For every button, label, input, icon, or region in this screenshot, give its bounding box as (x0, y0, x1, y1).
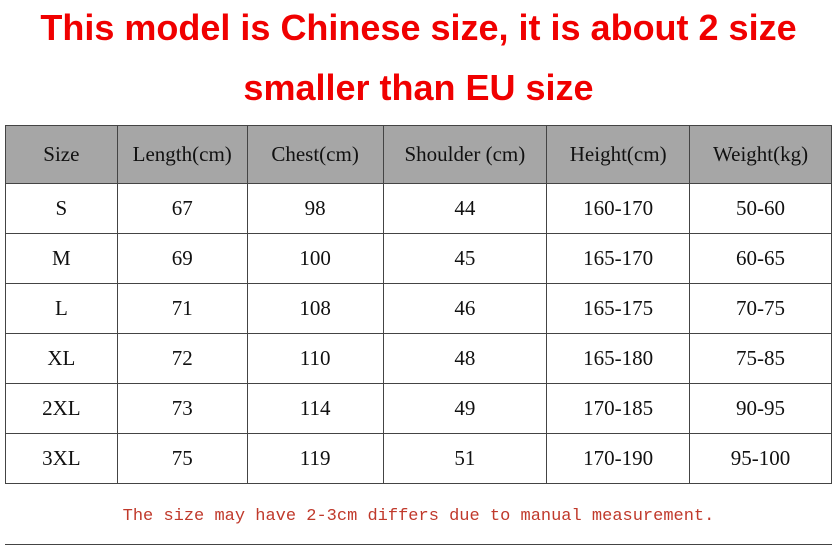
column-header: Height(cm) (546, 125, 691, 184)
table-cell: 165-180 (546, 333, 691, 384)
table-cell: 75 (116, 433, 248, 484)
column-header: Shoulder (cm) (382, 125, 548, 184)
table-cell: 90-95 (689, 383, 832, 434)
column-header: Size (5, 125, 118, 184)
table-cell: 72 (116, 333, 248, 384)
table-cell: 51 (382, 433, 548, 484)
table-cell: 2XL (5, 383, 118, 434)
table-cell: 60-65 (689, 233, 832, 284)
table-cell: 110 (246, 333, 384, 384)
table-cell: 71 (116, 283, 248, 334)
column-header: Chest(cm) (246, 125, 384, 184)
note: The size may have 2-3cm differs due to m… (5, 486, 832, 545)
table-cell: 165-175 (546, 283, 691, 334)
table-row: M 69 100 45 165-170 60-65 (5, 233, 832, 284)
table-cell: 46 (382, 283, 548, 334)
table-cell: 67 (116, 183, 248, 234)
table-row: L 71 108 46 165-175 70-75 (5, 283, 832, 334)
table-cell: 3XL (5, 433, 118, 484)
table-cell: 95-100 (689, 433, 832, 484)
column-header: Length(cm) (116, 125, 248, 184)
table-row: S 67 98 44 160-170 50-60 (5, 183, 832, 234)
table-cell: 49 (382, 383, 548, 434)
title-line: This model is Chinese size, it is about … (40, 7, 797, 48)
table-cell: S (5, 183, 118, 234)
table-cell: 98 (246, 183, 384, 234)
table-cell: 69 (116, 233, 248, 284)
table-cell: 44 (382, 183, 548, 234)
size-table: Size Length(cm) Chest(cm) Shoulder (cm) Heig… (5, 125, 832, 484)
table-cell: 48 (382, 333, 548, 384)
table-cell: 119 (246, 433, 384, 484)
table-cell: 50-60 (689, 183, 832, 234)
table-cell: 45 (382, 233, 548, 284)
table-row: 3XL 75 119 51 170-190 95-100 (5, 433, 832, 484)
table-cell: 170-190 (546, 433, 691, 484)
table-cell: 114 (246, 383, 384, 434)
table-cell: 108 (246, 283, 384, 334)
table-row: XL 72 110 48 165-180 75-85 (5, 333, 832, 384)
table-cell: 165-170 (546, 233, 691, 284)
table-cell: 100 (246, 233, 384, 284)
table-cell: L (5, 283, 118, 334)
table-cell: 170-185 (546, 383, 691, 434)
table-cell: 160-170 (546, 183, 691, 234)
table-cell: 70-75 (689, 283, 832, 334)
column-header: Weight(kg) (689, 125, 832, 184)
table-body: S 67 98 44 160-170 50-60 M 69 100 45 165-170 60-65 L… (5, 183, 832, 484)
title-line: smaller than EU size (243, 67, 594, 108)
table-cell: 73 (116, 383, 248, 434)
table-cell: M (5, 233, 118, 284)
table-cell: 75-85 (689, 333, 832, 384)
header-row: Size Length(cm) Chest(cm) Shoulder (cm) Heig… (5, 125, 832, 184)
table-cell: XL (5, 333, 118, 384)
table-row: 2XL 73 114 49 170-185 90-95 (5, 383, 832, 434)
